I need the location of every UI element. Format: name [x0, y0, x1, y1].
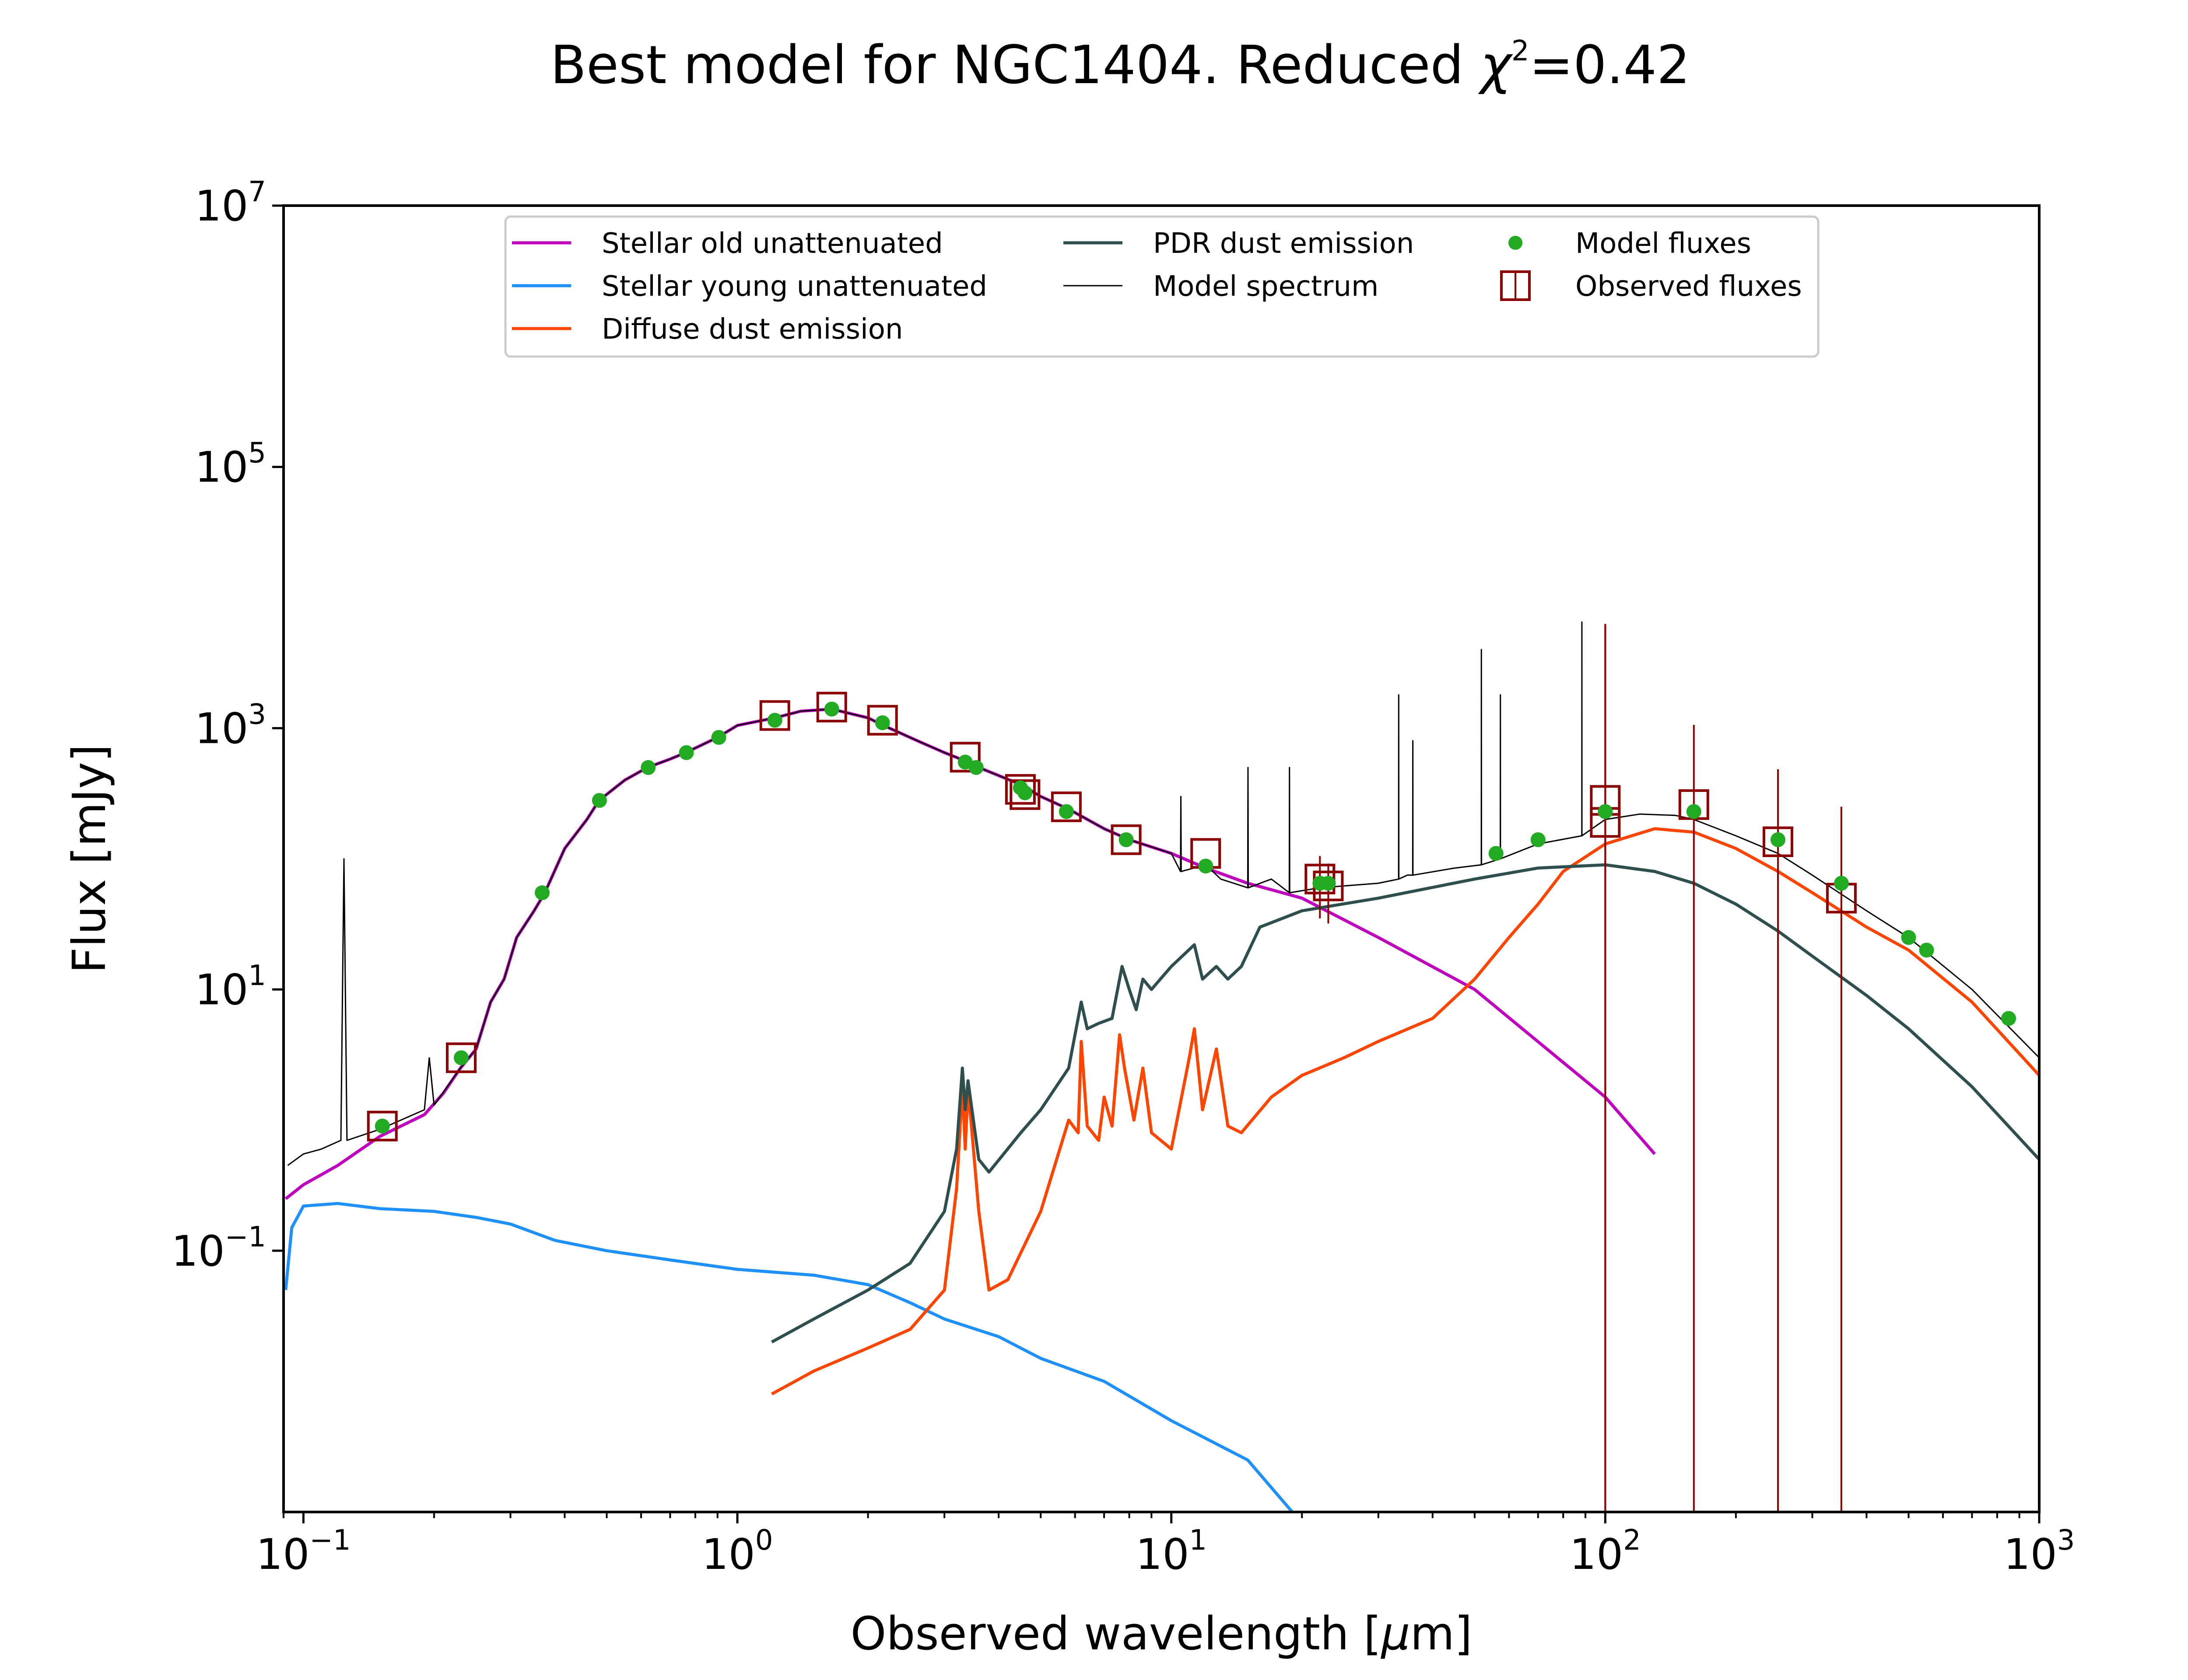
x-axis-label-prefix: Observed wavelength [: [851, 1607, 1382, 1660]
x-axis-label: Observed wavelength [μm]: [851, 1607, 1473, 1660]
legend: Stellar old unattenuated Stellar young un…: [504, 215, 1820, 358]
legend-entries: Stellar old unattenuated Stellar young un…: [512, 228, 1802, 346]
series-line-young: [284, 1202, 1294, 1512]
chart-title-suffix: =0.42: [1529, 35, 1690, 96]
chart-title-prefix: Best model for NGC1404. Reduced: [551, 35, 1480, 96]
observed-flux-point: [816, 692, 847, 723]
x-tick-label: 103: [2004, 1524, 2075, 1579]
legend-box: [504, 215, 1820, 358]
model-flux-point: [1059, 804, 1074, 819]
plot-area: [284, 206, 2039, 1512]
legend-label: Model spectrum: [1153, 270, 1378, 303]
legend-label: PDR dust emission: [1153, 228, 1414, 260]
model-flux-point: [1530, 832, 1546, 847]
legend-label: Diffuse dust emission: [602, 313, 903, 346]
model-flux-point: [1017, 785, 1033, 801]
legend-label: Model fluxes: [1575, 228, 1751, 260]
x-tick-label: 101: [1136, 1524, 1207, 1579]
legend-label: Stellar young unattenuated: [602, 270, 987, 303]
y-tick-label: 103: [195, 698, 266, 753]
model-flux-point: [2001, 1011, 2016, 1026]
y-tick-label: 10−1: [172, 1221, 266, 1276]
legend-swatch-model-fluxes: [1508, 236, 1522, 250]
model-flux-point: [1598, 804, 1613, 819]
y-tick-label: 105: [195, 437, 266, 492]
observed-flux-point: [1762, 826, 1793, 858]
observed-flux-point: [759, 700, 790, 731]
model-flux-point: [1119, 832, 1134, 847]
x-tick-label: 100: [702, 1524, 773, 1579]
errorbar-layer: [1319, 624, 1842, 1512]
y-tick-label: 101: [195, 960, 266, 1015]
model-flux-point: [968, 760, 984, 775]
observed-flux-point: [1051, 791, 1082, 822]
x-axis-label-mu: μ: [1380, 1607, 1410, 1660]
series-layer: [284, 621, 2039, 1512]
model-flux-point: [1901, 930, 1916, 945]
observed-flux-point: [867, 705, 898, 736]
observed-flux-point: [367, 1110, 398, 1141]
x-axis-ticks: 10−1 100 101 102 103: [256, 1512, 2075, 1579]
y-axis-label: Flux [mJy]: [63, 744, 116, 973]
series-line-diffuse: [771, 827, 2039, 1396]
model-flux-point: [875, 715, 890, 731]
observed-flux-point: [1010, 779, 1041, 810]
model-flux-point: [592, 793, 607, 808]
series-line-pdr: [771, 863, 2039, 1344]
x-tick-label: 102: [1570, 1524, 1641, 1579]
x-axis-label-suffix: m]: [1410, 1607, 1473, 1660]
model-flux-point: [641, 760, 656, 775]
plot-frame: [282, 204, 2041, 1513]
observed-flux-point: [1005, 774, 1036, 805]
model-flux-point: [453, 1050, 469, 1065]
y-tick-label: 107: [195, 176, 266, 231]
model-flux-point: [1686, 804, 1701, 819]
model-flux-point: [1770, 832, 1785, 847]
y-axis-ticks: 10−1 101 103 105 107: [172, 176, 284, 1276]
model-flux-point: [1321, 875, 1336, 891]
model-flux-point: [1488, 846, 1504, 861]
legend-label: Stellar old unattenuated: [602, 228, 943, 260]
series-line-model: [287, 621, 2039, 1166]
chart-title: Best model for NGC1404. Reduced χ2=0.42: [551, 35, 1690, 96]
observed-flux-point: [1111, 824, 1142, 855]
model-flux-point: [375, 1118, 390, 1134]
model-flux-point: [1919, 942, 1934, 958]
model-flux-point: [1198, 858, 1213, 874]
observed-flux-point: [950, 742, 981, 773]
chart-title-sup: 2: [1511, 35, 1529, 67]
model-flux-point: [1834, 875, 1849, 891]
chart-title-chi: χ: [1478, 35, 1513, 96]
x-tick-label: 10−1: [256, 1524, 351, 1579]
model-flux-point: [824, 701, 839, 717]
model-flux-point: [767, 713, 782, 728]
legend-label: Observed fluxes: [1575, 270, 1802, 303]
observed-flux-point: [445, 1042, 477, 1073]
model-flux-point: [711, 730, 726, 745]
model-flux-point: [535, 885, 550, 900]
model-flux-point: [679, 745, 694, 760]
model-fluxes-layer: [375, 701, 2016, 1134]
